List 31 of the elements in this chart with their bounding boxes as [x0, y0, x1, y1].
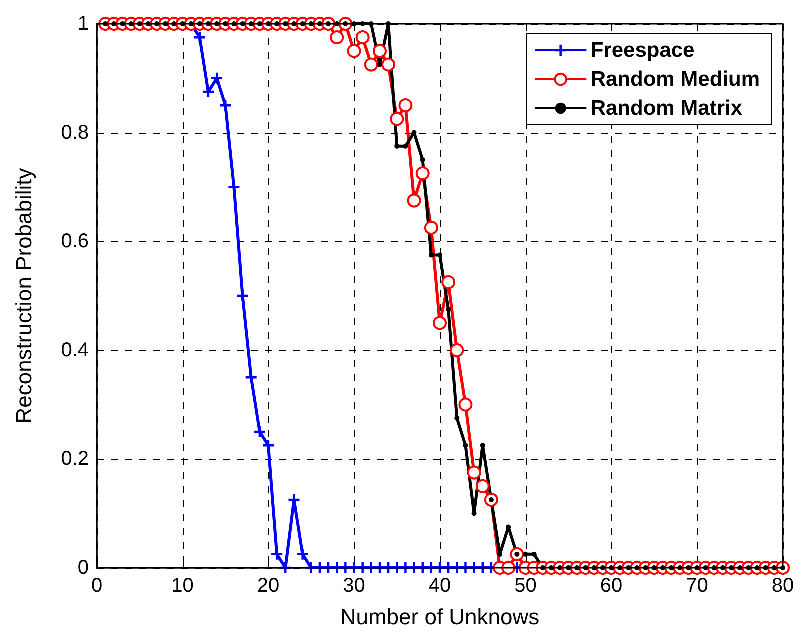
- point: [212, 72, 223, 84]
- x-tick-label: 0: [91, 575, 103, 597]
- legend-label: Freespace: [590, 39, 695, 62]
- x-tick-label: 60: [600, 575, 623, 597]
- point: [246, 372, 257, 384]
- y-tick-label: 0.6: [61, 230, 89, 253]
- x-tick-label: 10: [172, 575, 194, 597]
- y-axis-title: Reconstruction Probability: [12, 168, 36, 424]
- y-tick-label: 0: [78, 557, 89, 579]
- point: [237, 290, 248, 302]
- y-tick-label: 0.8: [61, 122, 89, 144]
- x-tick-label: 80: [772, 575, 794, 597]
- x-tick-label: 50: [514, 575, 537, 597]
- point: [202, 86, 214, 98]
- point: [272, 548, 283, 560]
- point: [263, 440, 274, 452]
- point: [194, 32, 206, 44]
- x-tick-label: 40: [428, 575, 452, 597]
- point: [220, 100, 232, 112]
- x-tick-label: 30: [343, 575, 366, 597]
- point: [254, 426, 266, 438]
- legend-label: Random Medium: [590, 68, 760, 91]
- point: [228, 182, 240, 193]
- legend-label: Random Matrix: [590, 97, 743, 120]
- y-tick-label: 0.2: [61, 448, 89, 470]
- x-tick-label: 70: [686, 575, 708, 597]
- point: [297, 548, 308, 560]
- x-axis-title: Number of Unknows: [340, 604, 540, 630]
- y-tick-label: 0.4: [61, 339, 89, 362]
- y-tick-label: 1: [78, 13, 89, 35]
- x-tick-label: 20: [257, 575, 280, 597]
